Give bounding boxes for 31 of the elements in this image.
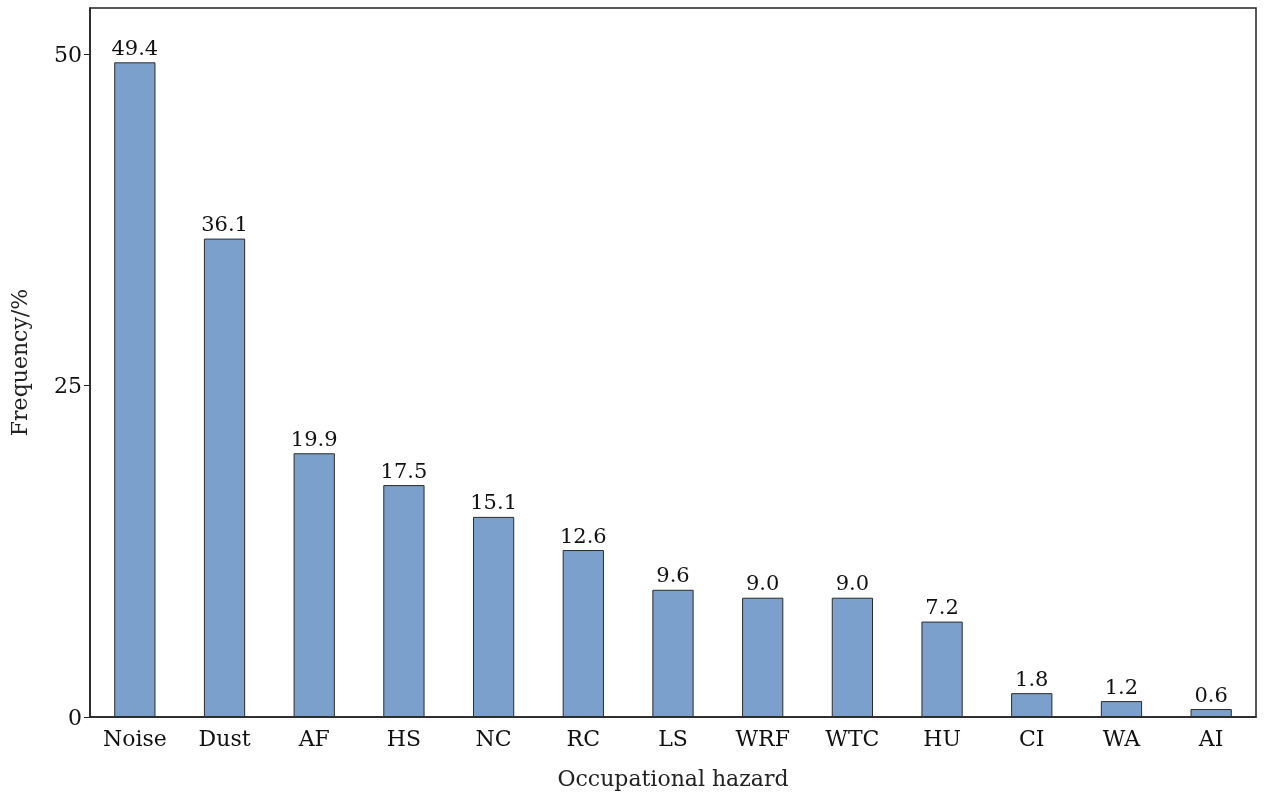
x-tick-label: HS — [386, 725, 422, 751]
data-label: 1.2 — [1104, 674, 1139, 699]
x-tick-label: WTC — [825, 725, 880, 751]
data-label: 9.6 — [656, 563, 690, 588]
x-tick-label: AF — [297, 725, 330, 751]
data-label: 17.5 — [380, 458, 428, 483]
data-label: 1.8 — [1015, 666, 1049, 691]
y-tick-label: 25 — [54, 373, 82, 399]
data-label: 12.6 — [559, 523, 607, 548]
x-tick-label: WA — [1102, 725, 1142, 751]
data-label: 9.0 — [835, 571, 870, 596]
x-tick-label: Noise — [102, 725, 167, 751]
data-label: 9.0 — [745, 571, 780, 596]
data-label: 19.9 — [290, 426, 338, 451]
x-tick-label: AI — [1197, 725, 1224, 751]
y-tick-label: 50 — [54, 41, 82, 67]
x-tick-label: Dust — [198, 725, 251, 751]
x-tick-label: NC — [475, 725, 512, 751]
x-axis-title: Occupational hazard — [557, 765, 789, 791]
x-tick-label: CI — [1019, 725, 1045, 751]
x-tick-label: HU — [923, 725, 961, 751]
data-label: 49.4 — [111, 35, 159, 60]
data-label: 15.1 — [470, 490, 517, 515]
data-label: 7.2 — [925, 595, 959, 620]
x-tick-label: WRF — [735, 725, 790, 751]
x-tick-label: LS — [658, 725, 688, 751]
data-label: 0.6 — [1194, 682, 1228, 707]
x-tick-label: RC — [566, 725, 601, 751]
y-tick-label: 0 — [68, 704, 82, 730]
y-axis-title: Frequency/% — [6, 288, 32, 437]
data-label: 36.1 — [201, 212, 248, 237]
